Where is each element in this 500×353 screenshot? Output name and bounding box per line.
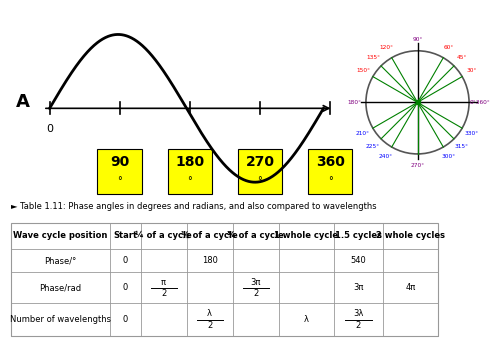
FancyBboxPatch shape bbox=[238, 149, 282, 194]
Text: 90°: 90° bbox=[412, 37, 423, 42]
Text: λ: λ bbox=[207, 309, 212, 318]
Text: Phase/°: Phase/° bbox=[44, 256, 76, 265]
Text: 2 whole cycles: 2 whole cycles bbox=[376, 231, 445, 240]
Text: 45°: 45° bbox=[456, 55, 467, 60]
Text: 1.5 cycles: 1.5 cycles bbox=[335, 231, 382, 240]
Text: 2: 2 bbox=[207, 321, 212, 330]
Text: Phase/rad: Phase/rad bbox=[40, 283, 82, 292]
Text: 0: 0 bbox=[122, 283, 128, 292]
Text: 2: 2 bbox=[253, 289, 258, 298]
Text: ½ of a cycle: ½ of a cycle bbox=[182, 231, 238, 240]
Text: ¾ of a cycle: ¾ of a cycle bbox=[228, 231, 284, 240]
Text: Start: Start bbox=[113, 231, 138, 240]
Text: 270°: 270° bbox=[410, 163, 424, 168]
Text: 315°: 315° bbox=[455, 144, 469, 149]
Text: 180: 180 bbox=[176, 155, 204, 169]
Text: °: ° bbox=[188, 176, 192, 186]
Text: 3π: 3π bbox=[250, 278, 261, 287]
Text: A: A bbox=[16, 94, 30, 111]
Text: λ: λ bbox=[304, 315, 309, 324]
Text: 180°: 180° bbox=[348, 100, 362, 105]
Text: 120°: 120° bbox=[379, 46, 393, 50]
Bar bbox=[11, 222, 438, 336]
Text: ¼ of a cycle: ¼ of a cycle bbox=[136, 231, 192, 240]
Text: 135°: 135° bbox=[366, 55, 380, 60]
Text: Wave cycle position: Wave cycle position bbox=[14, 231, 108, 240]
Text: 360: 360 bbox=[316, 155, 344, 169]
Text: 0°360°: 0°360° bbox=[470, 100, 491, 105]
Text: 3π: 3π bbox=[353, 283, 364, 292]
Text: ► Table 1.11: Phase angles in degrees and radians, and also compared to waveleng: ► Table 1.11: Phase angles in degrees an… bbox=[11, 202, 376, 211]
Text: 225°: 225° bbox=[366, 144, 380, 149]
Text: °: ° bbox=[258, 176, 262, 186]
Text: 2: 2 bbox=[356, 321, 361, 330]
Text: 30°: 30° bbox=[466, 68, 477, 73]
Text: 540: 540 bbox=[350, 256, 366, 265]
Text: 0: 0 bbox=[46, 124, 53, 134]
Text: 210°: 210° bbox=[356, 131, 370, 136]
Text: °: ° bbox=[118, 176, 122, 186]
Text: π: π bbox=[161, 278, 166, 287]
Text: 4π: 4π bbox=[406, 283, 415, 292]
Text: 60°: 60° bbox=[444, 46, 454, 50]
Text: 90: 90 bbox=[110, 155, 130, 169]
Text: 300°: 300° bbox=[442, 154, 456, 159]
Text: 2: 2 bbox=[161, 289, 166, 298]
Text: 330°: 330° bbox=[465, 131, 479, 136]
Text: 240°: 240° bbox=[379, 154, 393, 159]
Text: 0: 0 bbox=[122, 256, 128, 265]
FancyBboxPatch shape bbox=[308, 149, 352, 194]
Text: 150°: 150° bbox=[356, 68, 370, 73]
Text: 180: 180 bbox=[202, 256, 218, 265]
FancyBboxPatch shape bbox=[98, 149, 142, 194]
Text: 270: 270 bbox=[246, 155, 274, 169]
Text: Number of wavelengths: Number of wavelengths bbox=[10, 315, 111, 324]
Text: 3λ: 3λ bbox=[353, 309, 364, 318]
Text: 1 whole cycle: 1 whole cycle bbox=[274, 231, 338, 240]
FancyBboxPatch shape bbox=[168, 149, 212, 194]
Text: 0: 0 bbox=[122, 315, 128, 324]
Text: °: ° bbox=[328, 176, 332, 186]
